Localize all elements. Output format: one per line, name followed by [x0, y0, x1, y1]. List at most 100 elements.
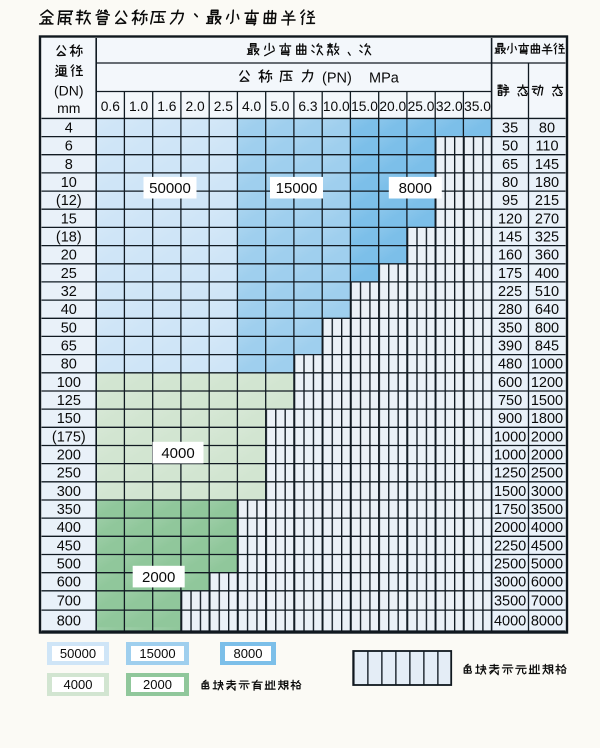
svg-text:15000: 15000: [139, 646, 175, 661]
svg-text:(12): (12): [56, 193, 82, 209]
svg-text:32.0: 32.0: [436, 99, 463, 114]
svg-text:2500: 2500: [494, 557, 526, 573]
svg-text:20: 20: [61, 248, 77, 264]
svg-text:0.6: 0.6: [101, 99, 121, 114]
svg-text:1750: 1750: [494, 502, 526, 518]
svg-text:4000: 4000: [161, 445, 194, 462]
svg-text:(175): (175): [52, 429, 86, 445]
svg-text:125: 125: [57, 393, 81, 409]
svg-text:800: 800: [535, 320, 559, 336]
svg-text:215: 215: [535, 193, 559, 209]
svg-text:510: 510: [535, 284, 559, 300]
svg-text:3000: 3000: [531, 484, 563, 500]
svg-text:390: 390: [498, 339, 522, 355]
svg-text:15.0: 15.0: [351, 99, 378, 114]
svg-text:2000: 2000: [531, 448, 563, 464]
svg-text:35.0: 35.0: [464, 99, 491, 114]
svg-text:(PN): (PN): [322, 71, 352, 87]
svg-text:10: 10: [61, 175, 77, 191]
svg-text:145: 145: [498, 230, 522, 246]
svg-text:2250: 2250: [494, 538, 526, 554]
svg-text:800: 800: [57, 614, 81, 630]
svg-text:1200: 1200: [531, 375, 563, 391]
svg-text:700: 700: [57, 594, 81, 610]
svg-text:600: 600: [498, 375, 522, 391]
svg-text:3500: 3500: [494, 594, 526, 610]
svg-text:160: 160: [498, 248, 522, 264]
svg-text:mm: mm: [57, 100, 80, 116]
svg-text:20.0: 20.0: [379, 99, 406, 114]
svg-text:15: 15: [61, 211, 77, 227]
svg-text:145: 145: [535, 157, 559, 173]
svg-text:350: 350: [498, 320, 522, 336]
svg-text:8000: 8000: [234, 646, 263, 661]
svg-text:8000: 8000: [531, 614, 563, 630]
svg-text:25.0: 25.0: [408, 99, 435, 114]
svg-text:4.0: 4.0: [242, 99, 262, 114]
svg-text:2.5: 2.5: [214, 99, 234, 114]
svg-text:100: 100: [57, 375, 81, 391]
svg-text:200: 200: [57, 448, 81, 464]
svg-text:8000: 8000: [399, 180, 432, 197]
svg-text:6000: 6000: [531, 575, 563, 591]
svg-text:1500: 1500: [494, 484, 526, 500]
svg-text:2000: 2000: [143, 677, 172, 692]
svg-text:1000: 1000: [494, 448, 526, 464]
svg-text:3500: 3500: [531, 502, 563, 518]
svg-text:65: 65: [502, 157, 518, 173]
svg-text:3000: 3000: [494, 575, 526, 591]
svg-text:35: 35: [502, 121, 518, 137]
svg-text:4000: 4000: [494, 614, 526, 630]
svg-text:2000: 2000: [531, 429, 563, 445]
svg-text:80: 80: [539, 121, 555, 137]
svg-text:80: 80: [61, 357, 77, 373]
svg-text:5000: 5000: [531, 557, 563, 573]
svg-text:2000: 2000: [142, 569, 175, 586]
svg-text:900: 900: [498, 411, 522, 427]
svg-text:110: 110: [535, 139, 558, 155]
svg-text:(DN): (DN): [54, 83, 84, 99]
svg-text:95: 95: [502, 193, 518, 209]
svg-text:2000: 2000: [494, 520, 526, 536]
svg-text:1000: 1000: [494, 429, 526, 445]
svg-text:5.0: 5.0: [270, 99, 290, 114]
svg-text:4000: 4000: [64, 677, 93, 692]
svg-text:1.6: 1.6: [157, 99, 177, 114]
svg-text:400: 400: [57, 520, 81, 536]
svg-text:50: 50: [61, 320, 77, 336]
svg-text:25: 25: [61, 266, 77, 282]
svg-text:1.0: 1.0: [129, 99, 149, 114]
svg-text:4500: 4500: [531, 538, 563, 554]
svg-text:50000: 50000: [60, 646, 96, 661]
svg-text:40: 40: [61, 302, 77, 318]
svg-text:50: 50: [502, 139, 518, 155]
svg-text:360: 360: [535, 248, 559, 264]
svg-text:120: 120: [498, 211, 522, 227]
svg-text:6.3: 6.3: [298, 99, 318, 114]
svg-text:50000: 50000: [149, 180, 191, 197]
svg-text:10.0: 10.0: [323, 99, 350, 114]
svg-text:4: 4: [65, 121, 73, 137]
svg-text:2.0: 2.0: [186, 99, 206, 114]
svg-text:750: 750: [498, 393, 522, 409]
svg-text:640: 640: [535, 302, 559, 318]
svg-text:175: 175: [498, 266, 522, 282]
svg-text:7000: 7000: [531, 594, 563, 610]
svg-text:2500: 2500: [531, 466, 563, 482]
svg-text:(18): (18): [56, 230, 82, 246]
svg-text:1250: 1250: [494, 466, 526, 482]
svg-text:225: 225: [498, 284, 522, 300]
svg-text:150: 150: [57, 411, 81, 427]
svg-text:180: 180: [535, 175, 559, 191]
svg-text:32: 32: [61, 284, 77, 300]
svg-text:480: 480: [498, 357, 522, 373]
svg-text:400: 400: [535, 266, 559, 282]
svg-text:1800: 1800: [531, 411, 563, 427]
svg-text:4000: 4000: [531, 520, 563, 536]
svg-text:845: 845: [535, 339, 559, 355]
svg-text:15000: 15000: [276, 180, 318, 197]
svg-text:250: 250: [57, 466, 81, 482]
svg-text:600: 600: [57, 575, 81, 591]
svg-text:1500: 1500: [531, 393, 563, 409]
svg-text:1000: 1000: [531, 357, 563, 373]
